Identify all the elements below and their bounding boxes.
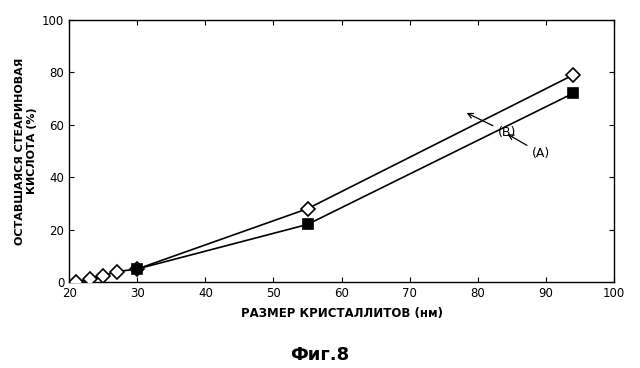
X-axis label: РАЗМЕР КРИСТАЛЛИТОВ (нм): РАЗМЕР КРИСТАЛЛИТОВ (нм) <box>241 307 443 320</box>
Text: (B): (B) <box>468 113 516 139</box>
Y-axis label: ОСТАВШАЯСЯ СТЕАРИНОВАЯ
КИСЛОТА (%): ОСТАВШАЯСЯ СТЕАРИНОВАЯ КИСЛОТА (%) <box>15 57 36 245</box>
Text: (A): (A) <box>509 135 550 160</box>
Text: Фиг.8: Фиг.8 <box>291 346 349 364</box>
